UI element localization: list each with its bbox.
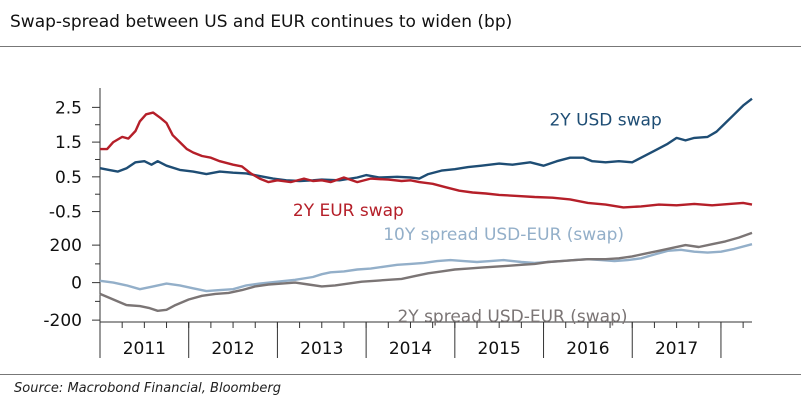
- x-year-label: 2017: [655, 339, 698, 359]
- top-panel-y-ticks: 2.5 1.5 0.5 -0.5: [49, 98, 100, 223]
- series-line-10y-spread-usd-eur-swap: [99, 243, 753, 293]
- y-tick-label: 0: [71, 274, 82, 294]
- series-layer: [99, 97, 753, 312]
- source-note: Source: Macrobond Financial, Bloomberg: [14, 381, 281, 396]
- y-tick-label: -200: [43, 311, 82, 331]
- source-divider: [0, 374, 801, 375]
- series-label-10y-spread-usd-eur-swap: 10Y spread USD-EUR (swap): [383, 225, 624, 245]
- series-line-2y-eur-swap: [100, 111, 753, 209]
- y-tick-label: 2.5: [55, 98, 82, 118]
- x-year-label: 2013: [300, 339, 343, 359]
- y-tick-label: 0.5: [55, 168, 82, 188]
- series-label-2y-eur-swap: 2Y EUR swap: [293, 201, 404, 221]
- y-tick-label: 1.5: [55, 133, 82, 153]
- series-line-2y-usd-swap: [99, 97, 753, 183]
- y-tick-label: 200: [50, 236, 82, 256]
- x-year-label: 2016: [566, 339, 609, 359]
- series-line-2y-spread-usd-eur-swap: [99, 231, 753, 312]
- x-year-label: 2015: [478, 339, 521, 359]
- chart-title: Swap-spread between US and EUR continues…: [10, 12, 513, 32]
- x-year-label: 2012: [211, 339, 254, 359]
- bottom-panel-y-ticks: 200 0 -200: [43, 236, 100, 331]
- x-axis: 2011 2012 2013 2014 2015 2016 2017: [99, 88, 752, 359]
- series-label-2y-usd-swap: 2Y USD swap: [549, 111, 661, 131]
- title-divider: [0, 46, 801, 47]
- x-year-label: 2014: [389, 339, 432, 359]
- series-label-2y-spread-usd-eur-swap: 2Y spread USD-EUR (swap): [397, 307, 627, 327]
- series-label-layer: 2Y USD swap 2Y EUR swap 10Y spread USD-EUR…: [293, 111, 662, 327]
- x-year-label: 2011: [123, 339, 166, 359]
- y-tick-label: -0.5: [49, 203, 82, 223]
